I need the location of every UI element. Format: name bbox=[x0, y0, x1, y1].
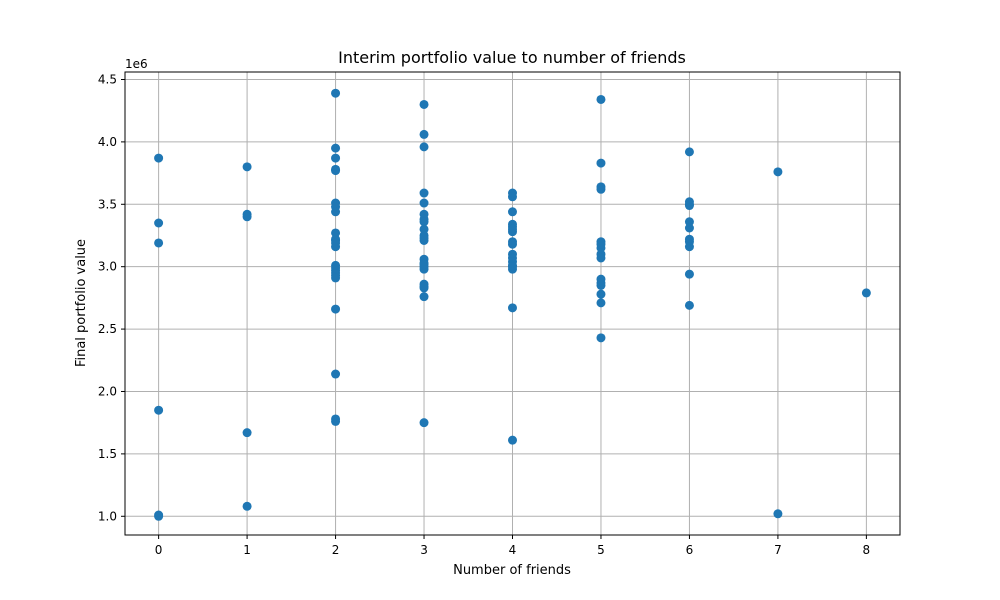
chart-title: Interim portfolio value to number of fri… bbox=[338, 48, 686, 67]
data-point bbox=[331, 207, 341, 217]
data-point bbox=[419, 224, 429, 234]
x-tick-label: 2 bbox=[332, 543, 340, 557]
data-point bbox=[684, 217, 694, 227]
data-point bbox=[242, 501, 252, 511]
data-point bbox=[419, 188, 429, 198]
data-point bbox=[419, 129, 429, 139]
data-point bbox=[331, 416, 341, 426]
data-point bbox=[154, 153, 164, 163]
data-point bbox=[331, 304, 341, 314]
x-tick-label: 0 bbox=[155, 543, 163, 557]
y-tick-label: 2.0 bbox=[98, 384, 117, 398]
data-point bbox=[242, 212, 252, 222]
y-tick-label: 1.0 bbox=[98, 509, 117, 523]
data-point bbox=[419, 99, 429, 109]
data-point bbox=[331, 369, 341, 379]
data-point bbox=[419, 282, 429, 292]
y-axis-offset-label: 1e6 bbox=[125, 57, 148, 71]
data-point bbox=[154, 405, 164, 415]
data-point bbox=[154, 238, 164, 248]
data-point bbox=[419, 198, 429, 208]
x-tick-label: 6 bbox=[686, 543, 694, 557]
y-tick-label: 2.5 bbox=[98, 322, 117, 336]
data-point bbox=[596, 94, 606, 104]
data-point bbox=[508, 435, 517, 445]
data-point bbox=[508, 303, 517, 313]
y-tick-label: 4.5 bbox=[98, 72, 117, 86]
data-point bbox=[508, 224, 517, 234]
data-point bbox=[331, 153, 341, 163]
data-point bbox=[684, 269, 694, 279]
data-point bbox=[508, 239, 517, 249]
data-point bbox=[596, 333, 606, 343]
data-point bbox=[861, 288, 871, 298]
data-point bbox=[331, 238, 341, 248]
data-point bbox=[773, 509, 783, 519]
data-point bbox=[596, 158, 606, 168]
data-point bbox=[596, 184, 606, 194]
data-point bbox=[773, 167, 783, 177]
x-axis-label: Number of friends bbox=[453, 563, 571, 578]
data-point bbox=[331, 143, 341, 153]
data-point bbox=[508, 262, 517, 272]
data-point bbox=[154, 218, 164, 228]
data-point bbox=[596, 280, 606, 290]
y-axis-label: Final portfolio value bbox=[74, 239, 89, 367]
x-tick-label: 4 bbox=[509, 543, 517, 557]
data-point bbox=[242, 428, 252, 438]
x-tick-label: 8 bbox=[863, 543, 871, 557]
y-tick-label: 3.0 bbox=[98, 260, 117, 274]
data-point bbox=[242, 162, 252, 172]
data-point bbox=[596, 253, 606, 263]
x-tick-label: 5 bbox=[597, 543, 605, 557]
data-point bbox=[596, 239, 606, 249]
data-point bbox=[331, 263, 341, 273]
data-point bbox=[508, 192, 517, 202]
data-point bbox=[419, 217, 429, 227]
y-tick-label: 3.5 bbox=[98, 197, 117, 211]
data-point bbox=[684, 223, 694, 233]
data-point bbox=[684, 147, 694, 157]
data-point bbox=[419, 259, 429, 269]
data-point bbox=[419, 418, 429, 428]
data-point bbox=[331, 273, 341, 283]
data-points bbox=[154, 88, 871, 521]
data-point bbox=[508, 207, 517, 217]
data-point bbox=[419, 292, 429, 302]
data-point bbox=[331, 166, 341, 176]
x-tick-label: 3 bbox=[420, 543, 428, 557]
data-point bbox=[684, 242, 694, 252]
y-tick-label: 4.0 bbox=[98, 135, 117, 149]
data-point bbox=[331, 228, 341, 238]
data-point bbox=[419, 233, 429, 243]
data-point bbox=[596, 289, 606, 299]
data-point bbox=[154, 511, 164, 521]
y-tick-label: 1.5 bbox=[98, 447, 117, 461]
data-point bbox=[331, 88, 341, 98]
x-tick-label: 7 bbox=[774, 543, 782, 557]
data-point bbox=[419, 142, 429, 152]
data-point bbox=[684, 300, 694, 310]
data-point bbox=[684, 199, 694, 209]
x-tick-label: 1 bbox=[243, 543, 251, 557]
axis-ticks: 0 1 2 3 4 5 6 7 8 1.0 1.5 2.0 2.5 3.0 3.5 4.0 4.5 bbox=[98, 72, 870, 557]
data-point bbox=[596, 298, 606, 308]
